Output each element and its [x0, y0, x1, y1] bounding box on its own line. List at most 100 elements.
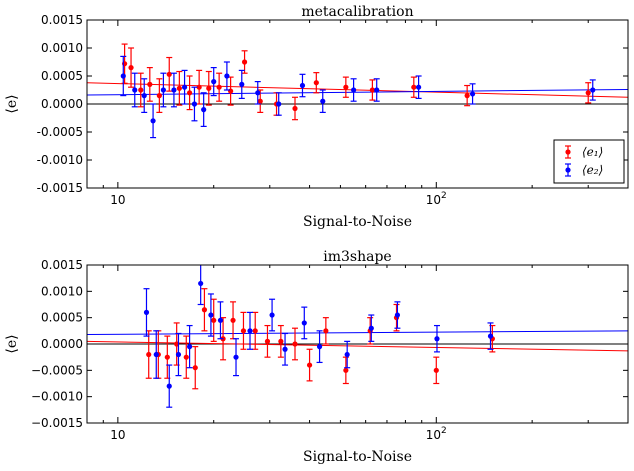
errorbar-e2: [246, 311, 253, 350]
errorbar-e2: [299, 73, 306, 98]
errorbar-e2: [141, 78, 148, 114]
data-point-e2: [299, 82, 306, 89]
errorbar-e1: [342, 76, 349, 98]
data-point-e1: [306, 362, 313, 368]
errorbar-e2: [217, 301, 224, 340]
data-point-e2: [201, 107, 207, 113]
errorbar-e1: [241, 50, 248, 74]
fit-line-e2: [87, 330, 628, 336]
errorbar-e1: [369, 79, 376, 101]
legend-label: ⟨e₁⟩: [582, 145, 603, 159]
data-point-e1: [146, 351, 152, 358]
fit-line-e1: [87, 340, 628, 352]
errorbar-e1: [306, 348, 313, 382]
data-point-e2: [224, 73, 230, 79]
y-tick-label: 0.0005: [41, 311, 83, 325]
data-point-e2: [351, 87, 357, 93]
data-point-e1: [183, 354, 189, 360]
errorbar-e2: [175, 332, 182, 377]
errorbar-e2: [316, 330, 323, 364]
data-point-e1: [147, 81, 153, 87]
data-point-e2: [191, 101, 198, 107]
data-point-e1: [292, 341, 298, 347]
errorbar-e1: [277, 324, 284, 358]
data-point-e2: [141, 93, 147, 99]
data-point-e1: [196, 84, 202, 90]
data-point-e2: [316, 344, 323, 350]
errorbar-e1: [137, 72, 144, 108]
data-point-e2: [487, 333, 494, 339]
data-point-e2: [132, 87, 138, 93]
errorbar-e1: [176, 70, 183, 106]
errorbar-e2: [153, 330, 160, 379]
errorbar-e2: [191, 86, 198, 122]
legend-marker: [565, 149, 571, 155]
y-tick-label: -0.0015: [37, 181, 83, 195]
data-point-e2: [255, 90, 261, 96]
data-point-e2: [269, 312, 275, 318]
data-point-e1: [264, 338, 271, 344]
data-point-e1: [464, 93, 470, 99]
errorbar-e2: [350, 78, 357, 102]
errorbar-e1: [264, 324, 271, 358]
data-point-e2: [181, 84, 188, 90]
x-tick-label: 102: [426, 191, 447, 207]
errorbar-e2: [589, 79, 596, 101]
y-tick-label: 0.0010: [41, 41, 83, 55]
data-point-e2: [160, 87, 166, 93]
data-point-e1: [343, 84, 349, 90]
errorbar-e2: [373, 78, 380, 102]
data-point-e2: [233, 354, 239, 360]
errorbar-e1: [183, 335, 190, 379]
y-tick-label: -0.0005: [37, 125, 83, 139]
errorbar-e2: [269, 298, 276, 332]
data-point-e2: [171, 87, 177, 93]
y-tick-label: 0.0015: [41, 258, 83, 272]
errorbar-e2: [344, 340, 351, 369]
errorbar-e1: [186, 75, 193, 111]
data-point-e2: [320, 98, 326, 104]
data-point-e1: [369, 87, 375, 93]
errorbar-e2: [143, 288, 150, 337]
data-point-e1: [206, 85, 212, 91]
errorbar-e2: [120, 55, 127, 97]
data-point-e2: [166, 383, 172, 389]
panel-title: im3shape: [323, 249, 391, 265]
errorbar-e1: [585, 82, 592, 104]
errorbar-e1: [433, 356, 440, 385]
errorbar-e1: [240, 311, 247, 350]
errorbar-e2: [223, 61, 230, 91]
data-point-e2: [416, 84, 422, 90]
data-point-e2: [590, 87, 596, 93]
errorbar-e2: [238, 69, 245, 100]
data-point-e1: [156, 93, 162, 99]
data-point-e2: [211, 79, 217, 85]
data-point-e1: [292, 105, 298, 112]
panel-2: 0.0015 0.0010 0.0005 0.0000 −0.0005 −0.0010 −0…: [4, 249, 629, 465]
data-point-e2: [394, 312, 401, 318]
y-tick-label: −0.0005: [31, 363, 83, 377]
errorbar-e1: [205, 70, 212, 106]
errorbar-e1: [292, 327, 299, 361]
x-tick-exponent: 2: [441, 426, 447, 436]
data-point-e2: [276, 101, 282, 107]
data-point-e2: [374, 87, 380, 93]
data-point-e1: [252, 328, 258, 334]
data-point-e1: [343, 367, 349, 373]
data-point-e2: [143, 309, 150, 315]
errorbar-e1: [292, 96, 299, 121]
y-axis-label: ⟨e⟩: [4, 94, 20, 113]
errorbar-e1: [393, 303, 400, 332]
data-point-e2: [150, 118, 156, 124]
errorbar-e1: [156, 78, 163, 114]
data-point-e2: [153, 351, 159, 358]
y-tick-label: -0.0010: [37, 153, 83, 167]
errorbar-e1: [146, 66, 153, 102]
errorbar-e1: [145, 330, 152, 379]
data-point-e1: [166, 71, 172, 77]
errorbar-e1: [216, 72, 223, 102]
errorbar-e1: [367, 317, 374, 345]
data-point-e1: [216, 84, 222, 90]
data-point-e2: [344, 351, 350, 358]
errorbar-e1: [342, 356, 349, 385]
